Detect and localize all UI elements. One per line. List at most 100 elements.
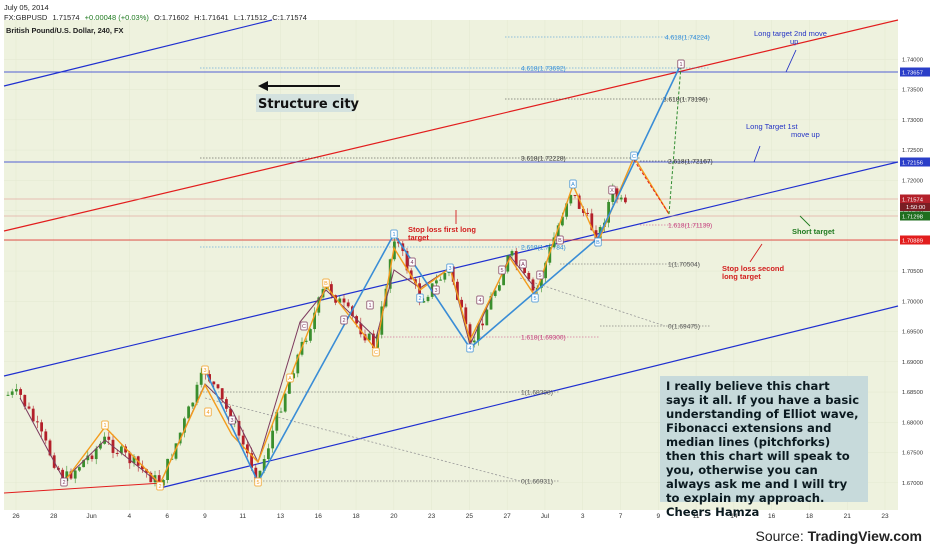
candle-body bbox=[48, 440, 52, 456]
wave-label-box bbox=[60, 477, 68, 487]
structure-city-label: Structure city bbox=[258, 97, 360, 112]
wave-label-text: B bbox=[324, 281, 328, 287]
fib-level-label: 2.618(1.70784) bbox=[521, 245, 566, 252]
source-credit[interactable]: Source: TradingView.com bbox=[755, 528, 922, 544]
candle-body bbox=[141, 465, 144, 470]
candle-body bbox=[86, 455, 90, 461]
candle-body bbox=[313, 312, 316, 330]
wave-label-box bbox=[432, 285, 440, 295]
x-tick-label: 18 bbox=[806, 513, 814, 520]
candle-body bbox=[90, 455, 94, 460]
price-badge-text: 1.71298 bbox=[902, 215, 923, 221]
candle-body bbox=[426, 296, 430, 302]
x-tick-label: 14 bbox=[730, 513, 738, 520]
candle-body bbox=[157, 475, 161, 486]
y-tick-label: 1.72500 bbox=[902, 148, 923, 154]
candle-body bbox=[36, 421, 39, 423]
source-brand: TradingView.com bbox=[807, 528, 922, 544]
wave-label-text: 3 bbox=[448, 266, 451, 272]
candle-body bbox=[397, 241, 400, 244]
candle-body bbox=[607, 201, 610, 223]
fib-level-label: 1.618(1.71139) bbox=[668, 223, 712, 230]
x-tick-label: 25 bbox=[466, 513, 474, 520]
short-arrow bbox=[799, 215, 811, 227]
structure-arrow-head bbox=[258, 81, 268, 91]
candle-body bbox=[187, 406, 190, 419]
candle-body bbox=[237, 420, 241, 436]
wave-label-text: B bbox=[596, 240, 600, 246]
candle-body bbox=[468, 324, 472, 343]
projection-red-dashed bbox=[633, 159, 670, 215]
x-tick-label: 3 bbox=[581, 513, 585, 520]
candle-body bbox=[254, 467, 258, 480]
x-tick-label: 20 bbox=[390, 513, 398, 520]
wave-label-box bbox=[677, 59, 685, 69]
x-tick-label: 16 bbox=[315, 513, 323, 520]
candle-body bbox=[6, 394, 10, 396]
wave-label-text: 4 bbox=[410, 260, 413, 266]
candle-body bbox=[594, 230, 598, 242]
y-tick-label: 1.72000 bbox=[902, 178, 923, 184]
wave-label-box bbox=[228, 415, 236, 425]
y-tick-label: 1.74000 bbox=[902, 57, 923, 63]
candle-body bbox=[615, 188, 619, 200]
candle-body bbox=[435, 280, 438, 284]
wave-label-box bbox=[531, 293, 539, 303]
wave-label-box bbox=[156, 481, 164, 491]
wave-path-blue bbox=[204, 63, 682, 484]
candle-body bbox=[15, 389, 18, 392]
last-price: 1.71574 bbox=[52, 13, 80, 22]
candle-body bbox=[128, 452, 132, 464]
candle-body bbox=[258, 470, 262, 480]
symbol-label[interactable]: FX:GBPUSD bbox=[4, 13, 48, 22]
wave-label-text: C bbox=[632, 154, 636, 160]
stop-loss-second-label-cont: long target bbox=[722, 272, 761, 281]
candle-body bbox=[372, 333, 375, 348]
y-tick-label: 1.69500 bbox=[902, 330, 923, 336]
wave-label-text: 2 bbox=[418, 296, 421, 302]
price-badge-box bbox=[900, 157, 930, 167]
candle-body bbox=[514, 251, 518, 265]
y-tick-label: 1.73500 bbox=[902, 88, 923, 94]
fib-level-label: 1.618(1.69300) bbox=[521, 335, 566, 342]
candle-body bbox=[544, 262, 547, 279]
wave-label-box bbox=[372, 347, 380, 357]
wave-label-text: 1 bbox=[679, 62, 682, 68]
candle-body bbox=[624, 197, 627, 203]
candle-body bbox=[561, 216, 564, 226]
price-badge-text: 1.71574 bbox=[902, 198, 924, 204]
candle-body bbox=[246, 444, 249, 454]
candle-body bbox=[498, 285, 501, 291]
price-badge-box bbox=[900, 211, 930, 221]
wave-label-box bbox=[322, 278, 330, 288]
candle-body bbox=[279, 411, 283, 413]
candle-body bbox=[338, 298, 342, 303]
wave-label-box bbox=[201, 365, 209, 375]
candle-body bbox=[174, 443, 178, 459]
candle-body bbox=[78, 467, 81, 471]
wave-label-text: C bbox=[302, 324, 306, 330]
candle-body bbox=[292, 373, 295, 379]
candle-body bbox=[523, 265, 526, 273]
candle-body bbox=[250, 453, 253, 468]
fib-level-label: 0(1.69475) bbox=[668, 324, 700, 331]
price-badge-text: 1.72156 bbox=[902, 161, 923, 167]
candle-body bbox=[283, 393, 287, 412]
y-tick-label: 1.70500 bbox=[902, 269, 923, 275]
x-tick-label: 11 bbox=[693, 513, 700, 520]
candle-body bbox=[27, 406, 31, 409]
x-tick-label: 11 bbox=[239, 513, 246, 520]
candle-body bbox=[611, 188, 615, 202]
candle-body bbox=[405, 251, 409, 271]
candle-body bbox=[195, 384, 199, 403]
candle-body bbox=[548, 247, 552, 263]
candle-body bbox=[489, 295, 493, 310]
wave-label-text: 1 bbox=[392, 232, 395, 238]
candle-body bbox=[540, 278, 543, 288]
wave-label-text: 2 bbox=[62, 480, 65, 486]
date-label: July 05, 2014 bbox=[4, 3, 49, 12]
x-tick-label: 4 bbox=[128, 513, 132, 520]
candle-body bbox=[40, 422, 43, 432]
x-tick-label: 18 bbox=[352, 513, 360, 520]
